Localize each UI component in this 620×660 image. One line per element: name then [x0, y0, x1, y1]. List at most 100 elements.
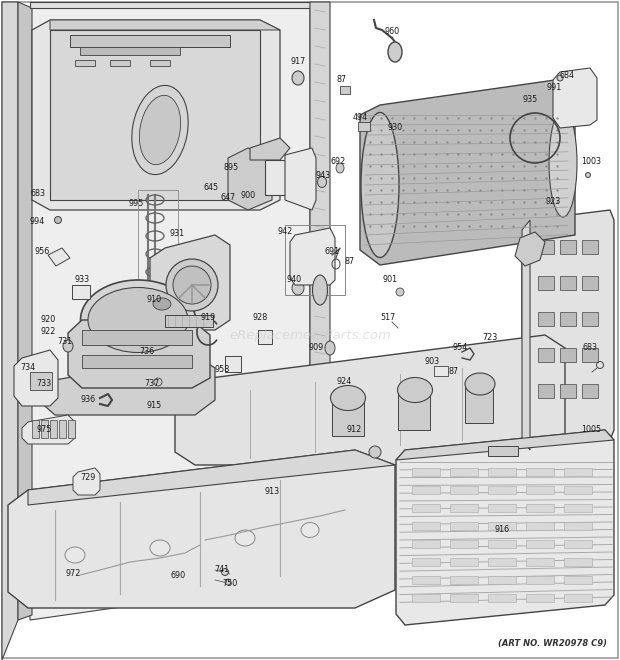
Ellipse shape: [330, 385, 366, 411]
Text: 924: 924: [337, 378, 352, 387]
Bar: [488, 504, 516, 512]
Text: 920: 920: [40, 315, 56, 325]
Text: 733: 733: [37, 379, 51, 389]
Text: 645: 645: [203, 183, 219, 193]
Polygon shape: [14, 350, 58, 406]
Bar: [265, 160, 293, 195]
Text: 517: 517: [381, 314, 396, 323]
Bar: [450, 504, 478, 512]
Text: 1005: 1005: [581, 426, 601, 434]
Polygon shape: [396, 430, 614, 625]
Bar: [70, 35, 230, 47]
Text: 958: 958: [215, 366, 229, 374]
Text: 87: 87: [345, 257, 355, 267]
Text: 1003: 1003: [581, 158, 601, 166]
Polygon shape: [310, 2, 330, 580]
Text: 995: 995: [128, 199, 144, 209]
Polygon shape: [30, 8, 310, 620]
Text: 935: 935: [523, 96, 538, 104]
Bar: [412, 594, 440, 602]
Ellipse shape: [150, 540, 170, 556]
Text: 972: 972: [65, 570, 81, 579]
Text: 994: 994: [29, 218, 45, 226]
Text: 903: 903: [425, 358, 440, 366]
Text: 922: 922: [40, 327, 56, 337]
Polygon shape: [250, 138, 290, 160]
Polygon shape: [50, 30, 260, 200]
Text: 692: 692: [330, 158, 345, 166]
Bar: [564, 468, 592, 476]
Ellipse shape: [225, 579, 231, 585]
Ellipse shape: [173, 266, 211, 304]
Bar: [398, 390, 430, 430]
Text: 912: 912: [347, 426, 361, 434]
Text: 750: 750: [223, 579, 237, 589]
Ellipse shape: [150, 357, 160, 367]
Bar: [412, 468, 440, 476]
Bar: [538, 384, 554, 398]
Bar: [564, 576, 592, 584]
Text: 684: 684: [559, 71, 575, 79]
Polygon shape: [30, 2, 310, 8]
Bar: [450, 468, 478, 476]
Bar: [564, 522, 592, 530]
Text: 901: 901: [383, 275, 397, 284]
Bar: [582, 384, 598, 398]
Text: 895: 895: [223, 164, 239, 172]
Bar: [332, 398, 364, 436]
Bar: [150, 60, 170, 66]
Bar: [68, 420, 75, 438]
Bar: [560, 348, 576, 362]
Polygon shape: [82, 330, 192, 345]
Text: 991: 991: [546, 84, 562, 92]
Ellipse shape: [361, 112, 399, 257]
Text: 731: 731: [58, 337, 73, 346]
Bar: [80, 47, 180, 55]
Text: 943: 943: [316, 172, 330, 180]
Text: 683: 683: [583, 343, 598, 352]
Bar: [560, 312, 576, 326]
Ellipse shape: [388, 42, 402, 62]
Text: 933: 933: [74, 275, 89, 284]
Polygon shape: [360, 80, 575, 265]
Bar: [450, 486, 478, 494]
Ellipse shape: [585, 172, 590, 178]
Polygon shape: [396, 430, 614, 460]
Bar: [488, 522, 516, 530]
Bar: [450, 594, 478, 602]
Ellipse shape: [301, 523, 319, 537]
Ellipse shape: [396, 288, 404, 296]
Text: 729: 729: [81, 473, 95, 482]
Text: 942: 942: [277, 228, 293, 236]
Ellipse shape: [312, 275, 327, 305]
Bar: [564, 540, 592, 548]
Bar: [465, 383, 493, 423]
Bar: [538, 312, 554, 326]
Ellipse shape: [369, 446, 381, 458]
Ellipse shape: [557, 75, 563, 81]
Ellipse shape: [292, 71, 304, 85]
Ellipse shape: [88, 288, 188, 352]
Polygon shape: [50, 20, 280, 30]
Polygon shape: [515, 232, 545, 266]
Polygon shape: [8, 450, 395, 608]
Ellipse shape: [140, 95, 180, 164]
Text: 956: 956: [34, 248, 50, 257]
Ellipse shape: [153, 298, 171, 310]
Text: 87: 87: [449, 368, 459, 376]
Bar: [412, 558, 440, 566]
Bar: [450, 540, 478, 548]
Ellipse shape: [336, 163, 344, 173]
Text: 975: 975: [37, 426, 51, 434]
Bar: [225, 356, 241, 372]
Bar: [412, 576, 440, 584]
Text: eReplacementParts.com: eReplacementParts.com: [229, 329, 391, 341]
Bar: [560, 276, 576, 290]
Ellipse shape: [132, 85, 188, 175]
Polygon shape: [68, 320, 210, 388]
Bar: [538, 240, 554, 254]
Ellipse shape: [317, 176, 327, 187]
Bar: [488, 594, 516, 602]
Text: 936: 936: [81, 395, 95, 405]
Text: 900: 900: [241, 191, 255, 201]
